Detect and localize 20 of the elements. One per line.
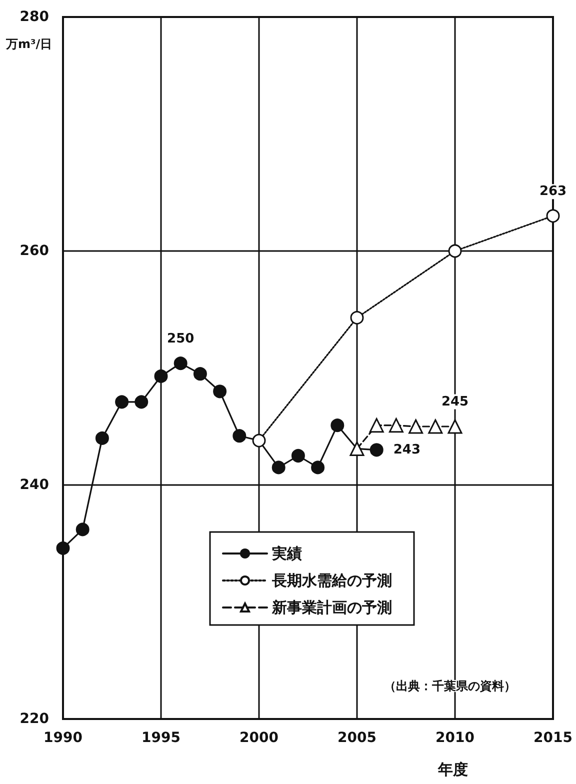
x-tick-label: 2000 — [240, 730, 279, 746]
legend-label: 新事業計画の予測 — [271, 598, 392, 616]
data-label: 243 — [393, 442, 420, 458]
x-tick-label: 2010 — [436, 730, 475, 746]
legend-label: 長期水需給の予測 — [271, 572, 392, 590]
y-tick-label: 240 — [20, 477, 50, 493]
x-tick-label: 2005 — [338, 730, 376, 746]
y-tick-label: 280 — [20, 9, 50, 25]
y-axis-title: 万m³/日 — [5, 37, 52, 51]
x-tick-label: 1990 — [44, 730, 83, 746]
y-tick-label: 220 — [20, 711, 50, 727]
x-axis-title: 年度 — [437, 760, 468, 778]
legend-label: 実績 — [271, 544, 302, 562]
y-tick-label: 260 — [20, 243, 50, 259]
data-label: 245 — [441, 394, 469, 410]
x-tick-label: 1995 — [142, 730, 180, 746]
x-tick-label: 2015 — [534, 730, 572, 746]
data-label: 250 — [167, 332, 194, 347]
annotation: （出典：千葉県の資料） — [384, 679, 516, 693]
data-label: 263 — [539, 184, 567, 200]
